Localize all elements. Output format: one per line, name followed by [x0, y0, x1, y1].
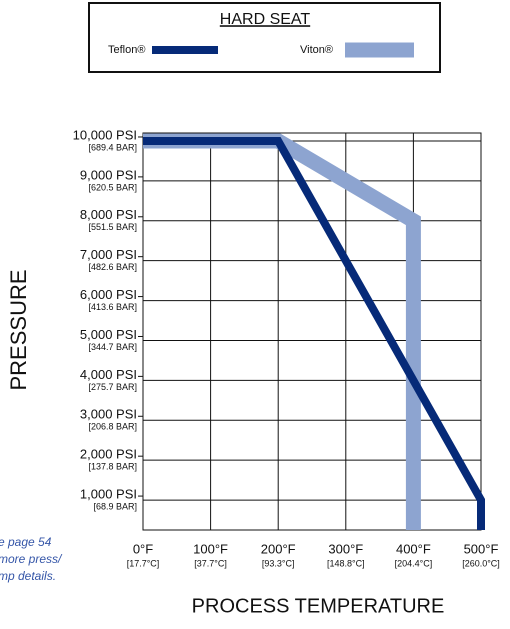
y-tick-sublabel: [68.9 BAR] — [93, 501, 137, 511]
legend-swatch — [345, 42, 414, 58]
x-tick-label: 100°F — [193, 541, 228, 556]
y-tick-label: 9,000 PSI — [80, 167, 137, 182]
y-tick-sublabel: [482.6 BAR] — [88, 262, 137, 272]
annotation: more press/ — [0, 552, 63, 566]
y-tick-label: 8,000 PSI — [80, 207, 137, 222]
x-tick-sublabel: [17.7°C] — [127, 558, 160, 568]
y-tick-sublabel: [413.6 BAR] — [88, 302, 137, 312]
annotation: e page 54 — [0, 535, 52, 549]
legend-label: Viton® — [300, 44, 333, 56]
y-tick-sublabel: [551.5 BAR] — [88, 222, 137, 232]
y-tick-sublabel: [206.8 BAR] — [88, 422, 137, 432]
x-tick-label: 300°F — [328, 541, 363, 556]
series-line — [143, 136, 485, 530]
y-tick-sublabel: [344.7 BAR] — [88, 342, 137, 352]
x-tick-sublabel: [148.8°C] — [327, 558, 365, 568]
x-tick-label: 400°F — [396, 541, 431, 556]
x-tick-sublabel: [204.4°C] — [395, 558, 433, 568]
y-tick-sublabel: [137.8 BAR] — [88, 462, 137, 472]
legend-title: HARD SEAT — [220, 11, 311, 28]
x-tick-sublabel: [37.7°C] — [194, 558, 227, 568]
y-tick-label: 1,000 PSI — [80, 487, 137, 502]
legend-box — [88, 2, 441, 73]
y-tick-label: 5,000 PSI — [80, 327, 137, 342]
y-tick-sublabel: [275.7 BAR] — [88, 382, 137, 392]
y-tick-sublabel: [689.4 BAR] — [88, 142, 137, 152]
y-tick-label: 4,000 PSI — [80, 367, 137, 382]
y-tick-label: 3,000 PSI — [80, 407, 137, 422]
legend-swatch — [152, 46, 218, 54]
y-tick-label: 10,000 PSI — [73, 127, 137, 142]
x-tick-label: 200°F — [261, 541, 296, 556]
y-tick-label: 6,000 PSI — [80, 287, 137, 302]
x-tick-label: 0°F — [133, 541, 153, 556]
y-tick-label: 2,000 PSI — [80, 447, 137, 462]
x-tick-sublabel: [93.3°C] — [262, 558, 295, 568]
x-tick-sublabel: [260.0°C] — [462, 558, 500, 568]
y-axis-title: PRESSURE — [6, 269, 31, 390]
annotation: mp details. — [0, 569, 56, 583]
y-tick-label: 7,000 PSI — [80, 247, 137, 262]
plot-frame — [142, 132, 482, 531]
legend-label: Teflon® — [108, 44, 145, 56]
x-axis-title: PROCESS TEMPERATURE — [192, 595, 445, 617]
x-tick-label: 500°F — [464, 541, 499, 556]
y-tick-sublabel: [620.5 BAR] — [88, 182, 137, 192]
